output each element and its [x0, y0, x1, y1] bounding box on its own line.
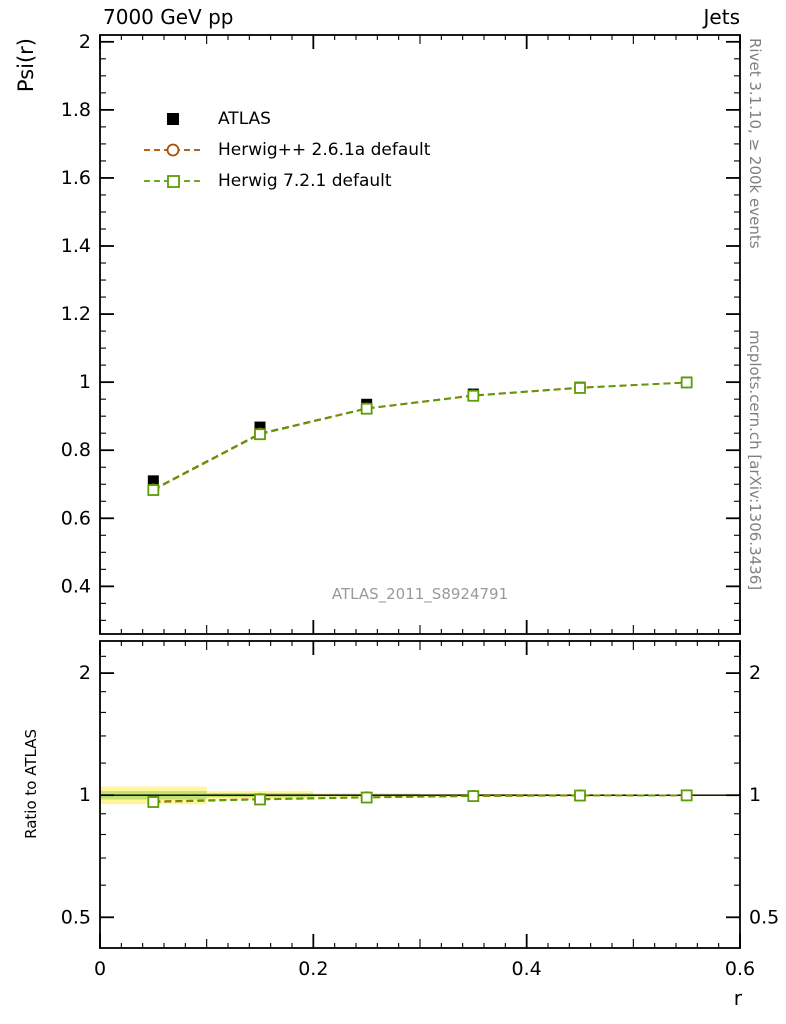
svg-text:1: 1	[749, 784, 761, 806]
rivet-version-text: Rivet 3.1.10, ≥ 200k events	[746, 38, 764, 249]
atlas-marker-icon	[142, 108, 204, 130]
svg-text:0.6: 0.6	[61, 507, 91, 529]
svg-text:2: 2	[749, 662, 761, 684]
legend-label: ATLAS	[218, 108, 271, 129]
legend: ATLAS Herwig++ 2.6.1a default Herwig 7.2…	[142, 103, 430, 196]
herwigpp-marker-icon	[142, 139, 204, 161]
legend-item-atlas: ATLAS	[142, 103, 430, 134]
svg-text:2: 2	[79, 31, 91, 53]
svg-text:0.5: 0.5	[749, 906, 779, 928]
mcplots-reference-text: mcplots.cern.ch [arXiv:1306.3436]	[746, 330, 764, 591]
svg-text:1.2: 1.2	[61, 303, 91, 325]
svg-text:1: 1	[79, 371, 91, 393]
svg-text:1.8: 1.8	[61, 99, 91, 121]
watermark-text: ATLAS_2011_S8924791	[331, 585, 509, 603]
svg-text:0.2: 0.2	[298, 958, 328, 980]
svg-text:2: 2	[79, 662, 91, 684]
svg-text:0: 0	[94, 958, 106, 980]
x-axis-label: r	[733, 986, 742, 1010]
beam-energy-title: 7000 GeV pp	[103, 5, 234, 29]
svg-text:1: 1	[79, 784, 91, 806]
svg-text:1.4: 1.4	[61, 235, 91, 257]
ratio-axis-label: Ratio to ATLAS	[22, 729, 40, 839]
legend-label: Herwig++ 2.6.1a default	[218, 139, 431, 160]
legend-label: Herwig 7.2.1 default	[218, 170, 392, 191]
svg-text:0.5: 0.5	[61, 906, 91, 928]
herwig7-marker-icon	[142, 170, 204, 192]
svg-text:0.4: 0.4	[512, 958, 542, 980]
analysis-group-title: Jets	[703, 5, 740, 29]
y-axis-label: Psi(r)	[14, 38, 38, 93]
legend-item-herwigpp: Herwig++ 2.6.1a default	[142, 134, 430, 165]
legend-item-herwig7: Herwig 7.2.1 default	[142, 165, 430, 196]
svg-text:0.6: 0.6	[725, 958, 755, 980]
svg-text:0.8: 0.8	[61, 439, 91, 461]
svg-text:0.4: 0.4	[61, 575, 91, 597]
svg-text:1.6: 1.6	[61, 167, 91, 189]
